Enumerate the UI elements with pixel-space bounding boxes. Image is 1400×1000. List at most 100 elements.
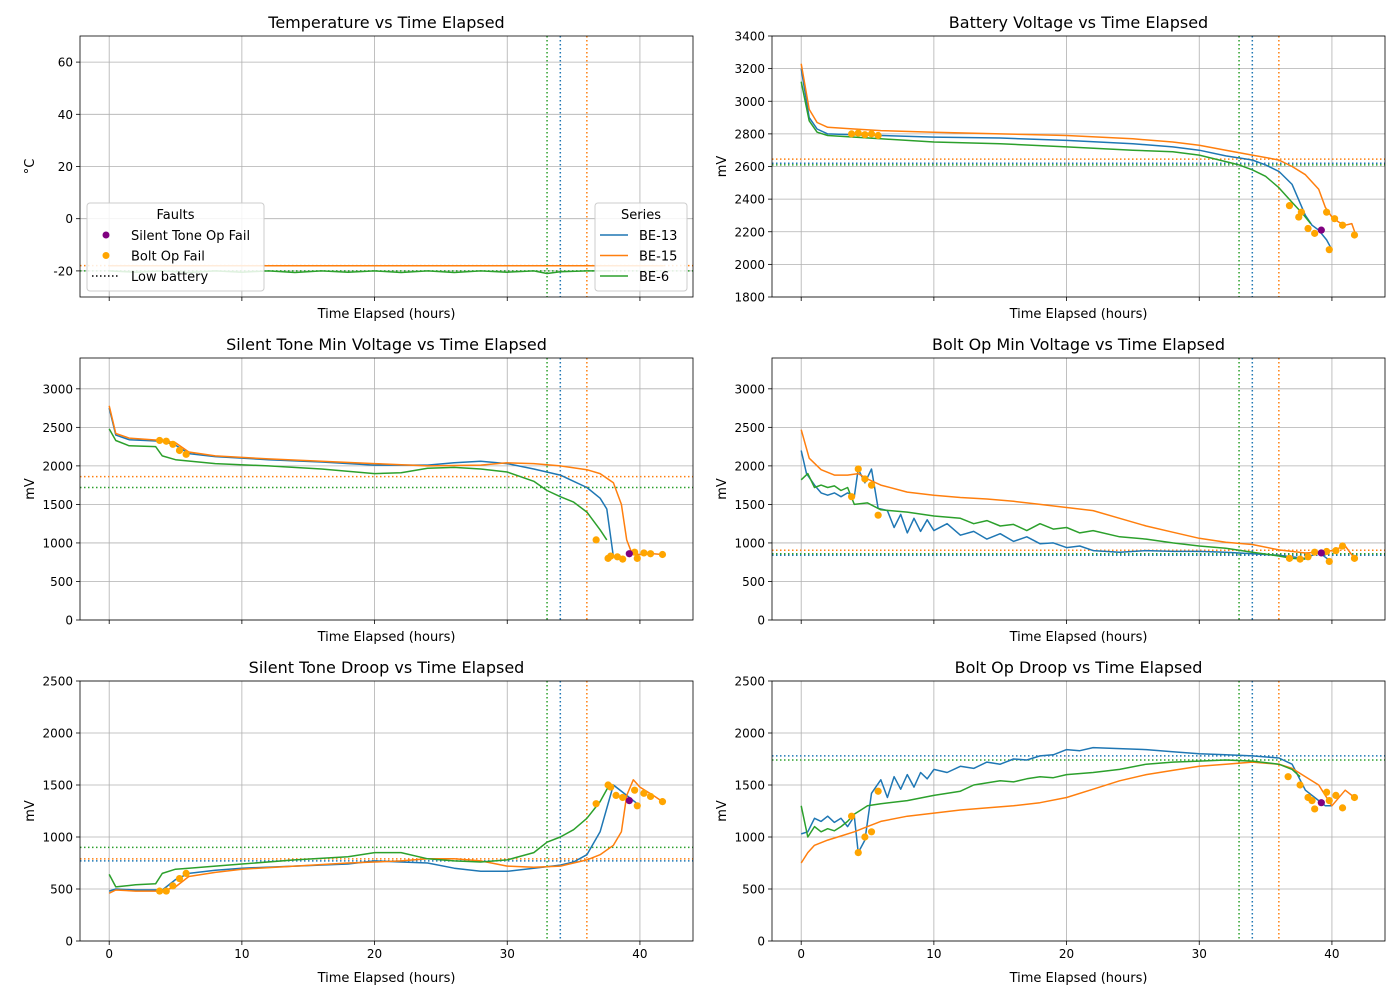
fault-marker-bolt [175, 875, 184, 883]
fault-marker-bolt [1332, 791, 1340, 800]
x-tick-label: 40 [632, 947, 647, 961]
y-axis-label: mV [715, 156, 730, 178]
fault-marker-bolt [1311, 805, 1319, 813]
plot-area [772, 681, 1385, 941]
fault-marker-bolt [1338, 542, 1347, 550]
y-tick-label: 0 [757, 614, 765, 628]
fault-marker-bolt [1323, 208, 1331, 216]
y-tick-label: 2000 [734, 258, 765, 272]
legend-label: Silent Tone Op Fail [131, 229, 250, 244]
fault-marker-bolt [631, 786, 639, 794]
axes-frame [79, 680, 694, 942]
fault-marker-bolt [854, 465, 862, 473]
grid [772, 358, 1385, 621]
fault-marker-bolt [1311, 548, 1319, 556]
fault-marker-bolt [162, 887, 170, 895]
fault-marker-bolt [607, 783, 615, 791]
fault-marker-bolt [848, 493, 856, 501]
y-tick-label: 2800 [734, 127, 765, 141]
axes-frame [79, 357, 694, 621]
fault-marker-bolt [1350, 793, 1359, 802]
fault-marker-bolt [1332, 547, 1340, 555]
chart-title: Silent Tone Min Voltage vs Time Elapsed [226, 335, 547, 354]
fault-marker-bolt [874, 511, 882, 519]
fault-marker-bolt [175, 446, 184, 455]
fault-marker-bolt [1338, 221, 1347, 229]
y-tick-label: 2500 [42, 675, 73, 689]
fault-marker-bolt [612, 791, 620, 800]
y-tick-label: 2000 [734, 727, 765, 741]
fault-marker-bolt [861, 475, 869, 483]
y-tick-label: -20 [53, 264, 73, 278]
series-line-be-15 [800, 63, 1357, 236]
x-tick-label: 40 [1324, 947, 1339, 961]
fault-marker-bolt [1323, 788, 1331, 796]
y-tick-label: 2500 [734, 421, 765, 435]
fault-marker-bolt [1304, 553, 1312, 561]
chart-panel-2: 1800 2000 2200 2400 2600 2800 3000 3200 3400 Batt… [715, 13, 1386, 322]
fault-marker-bolt [1350, 554, 1359, 562]
fault-marker-silent [1317, 226, 1325, 234]
y-tick-label: 1500 [42, 498, 73, 512]
y-tick-label: 1500 [734, 779, 765, 793]
series-line-be-6 [800, 759, 1301, 838]
series-line-be-6 [108, 786, 609, 888]
x-axis-label: Time Elapsed (hours) [317, 971, 456, 986]
fault-marker-bolt [162, 437, 170, 445]
chart-panel-6: 0 10 20 30 40 0 500 1000 1500 2000 2500 Bolt Op Dro… [715, 658, 1386, 986]
y-tick-label: 2200 [734, 225, 765, 239]
legend-title: Series [621, 208, 661, 223]
fault-marker-bolt [646, 792, 655, 801]
x-axis-label: Time Elapsed (hours) [1009, 307, 1148, 322]
x-tick-label: 0 [797, 947, 805, 961]
fault-marker-bolt [1325, 557, 1333, 566]
fault-marker-bolt [646, 550, 655, 558]
y-tick-label: 2600 [734, 160, 765, 174]
x-tick-label: 10 [234, 947, 249, 961]
fault-marker-bolt [867, 130, 876, 138]
legend-box [594, 202, 688, 292]
fault-marker-silent [1317, 799, 1325, 807]
fault-marker-bolt [640, 789, 648, 797]
fault-marker-silent [625, 550, 633, 558]
series-line-be-6 [800, 81, 1312, 225]
y-tick-label: 1000 [734, 536, 765, 550]
axes-frame [771, 680, 1386, 942]
x-tick-label: 0 [105, 947, 113, 961]
fault-marker-bolt [156, 436, 164, 445]
fault-marker-bolt [1338, 804, 1347, 812]
y-tick-label: 3400 [734, 30, 765, 44]
y-tick-label: 1000 [42, 831, 73, 845]
series-line-be-6 [108, 428, 608, 541]
fault-marker-bolt [848, 812, 856, 820]
x-tick-label: 20 [367, 947, 382, 961]
legend-label: BE-6 [639, 270, 669, 285]
series-line-be-13 [108, 407, 615, 557]
fault-marker-bolt [1304, 224, 1312, 233]
legend-marker [102, 231, 110, 239]
y-axis-label: mV [23, 800, 38, 822]
fault-marker-bolt [619, 555, 627, 563]
fault-marker-bolt [1330, 215, 1339, 223]
fault-marker-silent [625, 797, 633, 805]
y-axis-label: °C [23, 159, 38, 175]
y-tick-label: 0 [65, 614, 73, 628]
fault-marker-silent [1317, 549, 1325, 557]
fault-marker-bolt [1285, 554, 1294, 562]
fault-marker-bolt [1296, 781, 1304, 789]
fault-marker-bolt [1284, 773, 1292, 781]
y-tick-label: 500 [742, 883, 765, 897]
fault-marker-bolt [182, 869, 190, 878]
series-line-be-15 [800, 429, 1356, 559]
legend-label: BE-13 [639, 229, 677, 244]
fault-marker-bolt [1311, 229, 1319, 237]
fault-marker-bolt [861, 131, 869, 139]
fault-marker-bolt [633, 554, 641, 562]
y-tick-label: 2400 [734, 193, 765, 207]
fault-marker-bolt [156, 887, 164, 895]
y-tick-label: 40 [58, 108, 73, 122]
series-line-be-13 [800, 746, 1332, 854]
fault-marker-bolt [1297, 208, 1306, 216]
legend-box [86, 202, 265, 292]
y-tick-label: 500 [50, 575, 73, 589]
